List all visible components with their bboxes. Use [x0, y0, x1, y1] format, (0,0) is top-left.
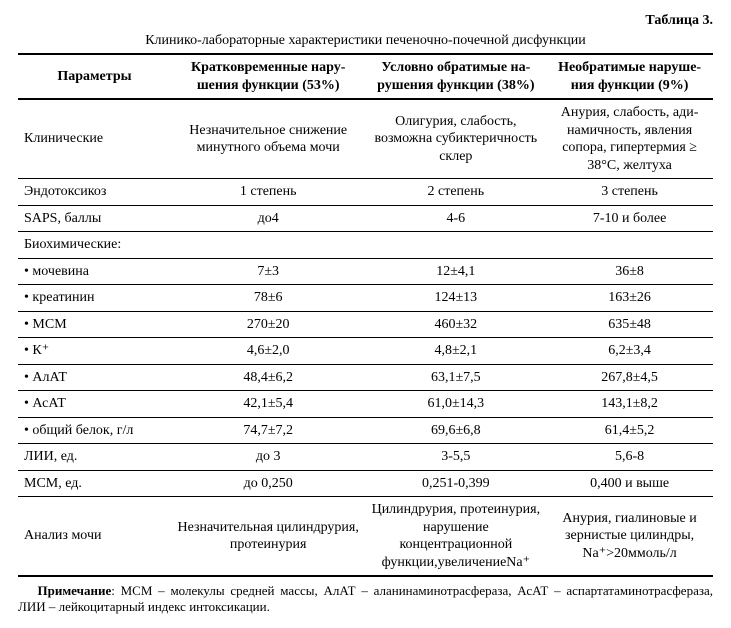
cell-value: 74,7±7,2: [171, 417, 366, 444]
cell-value: 460±32: [365, 311, 546, 338]
cell-value: 78±6: [171, 285, 366, 312]
cell-value: 36±8: [546, 258, 713, 285]
table-caption: Клинико-лабораторные характеристики пече…: [18, 32, 713, 50]
table-row: SAPS, баллы до4 4-6 7-10 и более: [18, 205, 713, 232]
cell-value: 267,8±4,5: [546, 364, 713, 391]
cell-value: до 0,250: [171, 470, 366, 497]
cell-value: 5,6-8: [546, 444, 713, 471]
cell-param: • общий белок, г/л: [18, 417, 171, 444]
cell-param: • креатинин: [18, 285, 171, 312]
cell-value: 4,6±2,0: [171, 338, 366, 365]
table-row: • мочевина 7±3 12±4,1 36±8: [18, 258, 713, 285]
cell-value: Олигурия, слабость, возможна субикте­рич…: [365, 99, 546, 179]
cell-value: до 3: [171, 444, 366, 471]
cell-value: 61,4±5,2: [546, 417, 713, 444]
cell-value: 7±3: [171, 258, 366, 285]
cell-value: 61,0±14,3: [365, 391, 546, 418]
cell-value: Цилиндрурия, протеин­урия, нарушение кон…: [365, 497, 546, 577]
cell-value: Анурия, слабость, ади­намичность, явле­н…: [546, 99, 713, 179]
cell-value: 4,8±2,1: [365, 338, 546, 365]
cell-value: 1 степень: [171, 179, 366, 206]
table-footnote: Примечание: МСМ – молекулы средней массы…: [18, 583, 713, 616]
footnote-label: Примечание: [38, 583, 112, 598]
header-row: Параметры Кратковременные нару­шения фун…: [18, 54, 713, 99]
footnote-text: : МСМ – молекулы средней массы, АлАТ – а…: [18, 583, 713, 614]
cell-param: • МСМ: [18, 311, 171, 338]
cell-value: 0,251-0,399: [365, 470, 546, 497]
table-row: • креатинин 78±6 124±13 163±26: [18, 285, 713, 312]
cell-value: 42,1±5,4: [171, 391, 366, 418]
cell-value: 7-10 и более: [546, 205, 713, 232]
cell-value: 3 степень: [546, 179, 713, 206]
col-header-param: Параметры: [18, 54, 171, 99]
table-row: Анализ мочи Незначительная цилин­друрия,…: [18, 497, 713, 577]
cell-value: 124±13: [365, 285, 546, 312]
table-row: • АлАТ 48,4±6,2 63,1±7,5 267,8±4,5: [18, 364, 713, 391]
cell-value: до4: [171, 205, 366, 232]
cell-param: SAPS, баллы: [18, 205, 171, 232]
cell-param: • К⁺: [18, 338, 171, 365]
data-table: Параметры Кратковременные нару­шения фун…: [18, 53, 713, 577]
table-row: Эндотоксикоз 1 степень 2 степень 3 степе…: [18, 179, 713, 206]
table-row: ЛИИ, ед. до 3 3-5,5 5,6-8: [18, 444, 713, 471]
cell-value: 143,1±8,2: [546, 391, 713, 418]
cell-param: • АлАТ: [18, 364, 171, 391]
cell-value: 163±26: [546, 285, 713, 312]
cell-value: 270±20: [171, 311, 366, 338]
cell-value: 12±4,1: [365, 258, 546, 285]
cell-value: [171, 232, 366, 259]
table-row: • МСМ 270±20 460±32 635±48: [18, 311, 713, 338]
table-row: Биохимические:: [18, 232, 713, 259]
cell-value: Незначительная цилин­друрия, протеинурия: [171, 497, 366, 577]
cell-param: Биохимические:: [18, 232, 171, 259]
cell-value: Незначительное снижение минутного объема…: [171, 99, 366, 179]
cell-value: 3-5,5: [365, 444, 546, 471]
cell-value: 63,1±7,5: [365, 364, 546, 391]
cell-value: 69,6±6,8: [365, 417, 546, 444]
cell-value: 48,4±6,2: [171, 364, 366, 391]
table-row: МСМ, ед. до 0,250 0,251-0,399 0,400 и вы…: [18, 470, 713, 497]
cell-param: ЛИИ, ед.: [18, 444, 171, 471]
cell-value: 2 степень: [365, 179, 546, 206]
cell-value: 4-6: [365, 205, 546, 232]
table-row: Клинические Незначительное снижение мину…: [18, 99, 713, 179]
table-row: • АсАТ 42,1±5,4 61,0±14,3 143,1±8,2: [18, 391, 713, 418]
table-number-label: Таблица 3.: [18, 12, 713, 30]
cell-param: • мочевина: [18, 258, 171, 285]
cell-value: [365, 232, 546, 259]
cell-value: 635±48: [546, 311, 713, 338]
table-row: • общий белок, г/л 74,7±7,2 69,6±6,8 61,…: [18, 417, 713, 444]
table-body: Клинические Незначительное снижение мину…: [18, 99, 713, 576]
cell-param: Эндотоксикоз: [18, 179, 171, 206]
cell-param: • АсАТ: [18, 391, 171, 418]
col-header-irreversible: Необратимые наруше­ния функции (9%): [546, 54, 713, 99]
col-header-reversible: Условно обратимые на­рушения функции (38…: [365, 54, 546, 99]
cell-param: Анализ мочи: [18, 497, 171, 577]
cell-value: 6,2±3,4: [546, 338, 713, 365]
cell-value: Анурия, гиалиновые и зернистые цилин­дры…: [546, 497, 713, 577]
cell-param: МСМ, ед.: [18, 470, 171, 497]
cell-param: Клинические: [18, 99, 171, 179]
cell-value: [546, 232, 713, 259]
cell-value: 0,400 и выше: [546, 470, 713, 497]
table-row: • К⁺ 4,6±2,0 4,8±2,1 6,2±3,4: [18, 338, 713, 365]
col-header-shortterm: Кратковременные нару­шения функции (53%): [171, 54, 366, 99]
